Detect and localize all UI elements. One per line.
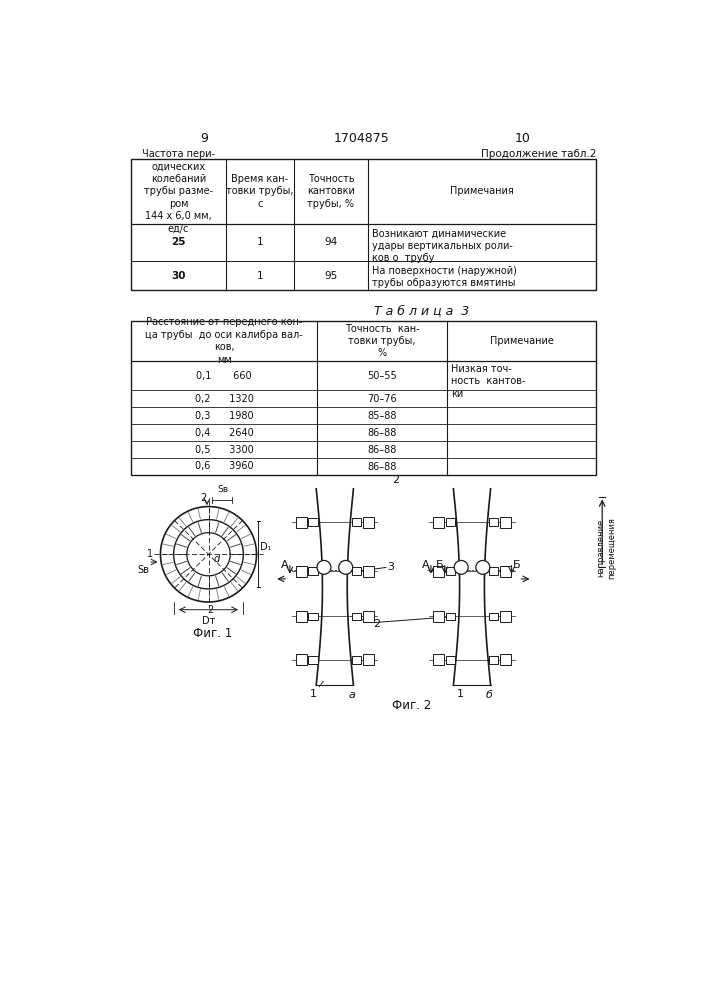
Text: 2: 2 — [392, 475, 399, 485]
Bar — [445, 656, 455, 664]
Text: Примечания: Примечания — [450, 186, 514, 196]
Bar — [433, 517, 444, 528]
Text: Время кан-
товки трубы,
с: Время кан- товки трубы, с — [226, 174, 294, 209]
Circle shape — [317, 560, 331, 574]
Text: 0,2      1320: 0,2 1320 — [194, 394, 253, 404]
Text: Точность  кан-
товки трубы,
%: Точность кан- товки трубы, % — [345, 324, 419, 358]
Bar — [500, 517, 510, 528]
Text: Фиг. 2: Фиг. 2 — [392, 699, 431, 712]
Text: 2: 2 — [373, 619, 380, 629]
Text: 0,6      3960: 0,6 3960 — [194, 462, 253, 472]
Text: 1: 1 — [257, 237, 263, 247]
Text: 95: 95 — [325, 271, 337, 281]
Bar — [308, 518, 317, 526]
Text: Sв: Sв — [137, 565, 149, 575]
Text: 1: 1 — [146, 549, 153, 559]
Bar — [489, 518, 498, 526]
Text: Примечание: Примечание — [490, 336, 554, 346]
Text: 10: 10 — [515, 132, 530, 145]
Text: 94: 94 — [325, 237, 337, 247]
Bar — [296, 611, 307, 622]
Bar — [352, 518, 361, 526]
Circle shape — [476, 560, 490, 574]
Bar — [308, 656, 317, 664]
Text: Расстояние от переднего кон-
ца трубы  до оси калибра вал-
ков,
мм: Расстояние от переднего кон- ца трубы до… — [145, 317, 303, 365]
Text: 86–88: 86–88 — [368, 462, 397, 472]
Bar — [500, 654, 510, 665]
Bar — [308, 567, 317, 575]
Text: Возникают динамические
удары вертикальных роли-
ков о  трубу: Возникают динамические удары вертикальны… — [372, 229, 513, 263]
Text: 86–88: 86–88 — [368, 428, 397, 438]
Text: Б: Б — [513, 560, 521, 570]
Text: 0,1       660: 0,1 660 — [196, 371, 252, 381]
Text: 0,4      2640: 0,4 2640 — [194, 428, 253, 438]
Text: 9: 9 — [201, 132, 209, 145]
Bar — [500, 566, 510, 577]
Bar — [363, 517, 373, 528]
Text: D₁: D₁ — [259, 542, 271, 552]
Bar — [433, 566, 444, 577]
Bar — [363, 566, 373, 577]
Text: 85–88: 85–88 — [368, 411, 397, 421]
Bar — [445, 613, 455, 620]
Text: 70–76: 70–76 — [368, 394, 397, 404]
Bar — [500, 611, 510, 622]
Bar — [296, 654, 307, 665]
Bar — [433, 611, 444, 622]
Text: 2: 2 — [207, 605, 214, 615]
Bar — [433, 654, 444, 665]
Text: Точность
кантовки
трубы, %: Точность кантовки трубы, % — [307, 174, 355, 209]
Text: направление
перемещения: направление перемещения — [597, 517, 616, 579]
Bar — [352, 656, 361, 664]
Bar — [489, 567, 498, 575]
Text: 1: 1 — [457, 689, 464, 699]
Text: 0,3      1980: 0,3 1980 — [194, 411, 253, 421]
Text: 25: 25 — [171, 237, 186, 247]
Bar — [489, 613, 498, 620]
Text: 1: 1 — [257, 271, 263, 281]
Text: Частота пери-
одических
колебаний
трубы разме-
ром
144 х 6,0 мм,
ед/с: Частота пери- одических колебаний трубы … — [142, 149, 215, 233]
Text: 30: 30 — [171, 271, 186, 281]
Bar — [308, 613, 317, 620]
Text: 2: 2 — [201, 493, 207, 503]
Text: 50–55: 50–55 — [367, 371, 397, 381]
Text: 86–88: 86–88 — [368, 445, 397, 455]
Text: Т а б л и ц а  3: Т а б л и ц а 3 — [374, 304, 469, 317]
Bar — [363, 611, 373, 622]
Circle shape — [454, 560, 468, 574]
Text: На поверхности (наружной)
трубы образуются вмятины: На поверхности (наружной) трубы образуют… — [372, 266, 517, 288]
Text: а: а — [349, 690, 356, 700]
Text: Продолжение табл.2: Продолжение табл.2 — [481, 149, 596, 159]
Text: Низкая точ-
ность  кантов-
ки: Низкая точ- ность кантов- ки — [451, 364, 525, 399]
Bar — [489, 656, 498, 664]
Bar — [363, 654, 373, 665]
Bar — [352, 613, 361, 620]
Text: 0,5      3300: 0,5 3300 — [194, 445, 253, 455]
Text: 1: 1 — [310, 689, 317, 699]
Text: 1704875: 1704875 — [334, 132, 390, 145]
Circle shape — [339, 560, 353, 574]
Text: Sв: Sв — [217, 485, 228, 494]
Text: Б: Б — [436, 560, 443, 570]
Text: Dт: Dт — [201, 616, 215, 626]
Bar — [352, 567, 361, 575]
Text: б: б — [486, 690, 493, 700]
Bar — [296, 566, 307, 577]
Text: 3: 3 — [387, 562, 395, 572]
Text: А: А — [421, 560, 429, 570]
Bar — [445, 567, 455, 575]
Text: d: d — [213, 554, 219, 564]
Text: А: А — [281, 560, 288, 570]
Text: Фиг. 1: Фиг. 1 — [193, 627, 232, 640]
Bar — [296, 517, 307, 528]
Bar — [445, 518, 455, 526]
